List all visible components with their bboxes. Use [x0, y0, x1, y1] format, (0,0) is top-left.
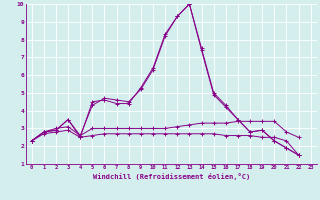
X-axis label: Windchill (Refroidissement éolien,°C): Windchill (Refroidissement éolien,°C) — [92, 173, 250, 180]
